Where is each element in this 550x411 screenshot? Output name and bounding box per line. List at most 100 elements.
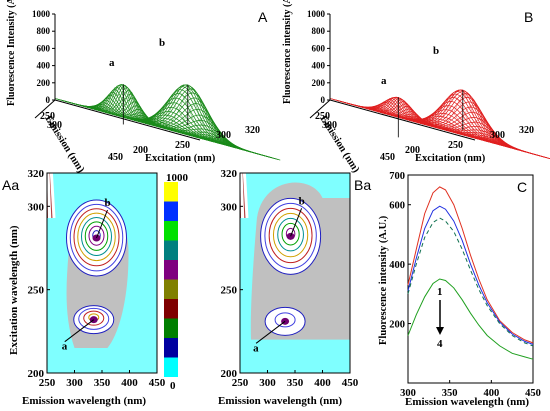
panel-aa-letter: Aa — [2, 177, 19, 193]
surface-mesh-line — [142, 90, 223, 145]
colorbar-segment — [164, 260, 178, 280]
panel-c-x-label: Emission wavelength (nm) — [405, 396, 529, 408]
surface-mesh-line — [409, 105, 490, 143]
colorbar-max-label: 1000 — [166, 172, 189, 184]
panel-a-peak-label-b: b — [159, 37, 165, 49]
peak-pointer-line — [255, 320, 286, 344]
panel-b-surface — [329, 89, 550, 160]
panel-b-x-tick-250: 250 — [448, 140, 463, 151]
panel-b-x-tick-320: 320 — [519, 125, 534, 136]
panel-a-x-tick-250: 250 — [175, 140, 190, 151]
panel-a-x-axis — [54, 99, 201, 141]
x-tick-label: 300 — [66, 377, 83, 389]
panel-b-peak-label-a: a — [381, 75, 387, 87]
panel-c-arrow-head — [436, 327, 444, 335]
surface-mesh-line — [475, 137, 550, 159]
contour-line — [264, 306, 306, 336]
peak-pointer-line — [64, 319, 95, 343]
y-tick-label: 320 — [221, 168, 238, 180]
panel-a-x-tick-300: 300 — [216, 130, 231, 141]
panel-c-y-label: Fluorescence intensity (A.U.) — [378, 215, 389, 345]
panel-a-peak-label-a: a — [109, 57, 115, 69]
surface-mesh-line — [83, 93, 165, 129]
panel-b-y-tick-250: 250 — [315, 111, 330, 122]
scatter-band — [240, 172, 245, 219]
panel-b-y-axis — [309, 99, 331, 119]
panel-c-series — [407, 186, 534, 360]
x-tick-label: 450 — [342, 377, 359, 389]
contour-line — [274, 312, 296, 328]
x-tick-label: 300 — [259, 377, 276, 389]
contour-line — [84, 221, 109, 251]
colorbar-segment — [164, 279, 178, 299]
surface-mesh-line — [163, 101, 244, 151]
colorbar-min-label: 0 — [170, 380, 176, 392]
z-tick-label: 400 — [312, 61, 326, 71]
x-tick-label: 350 — [287, 377, 304, 389]
surface-mesh-line — [438, 104, 519, 151]
y-tick-label: 400 — [389, 260, 405, 271]
panel-ba-letter: Ba — [354, 177, 371, 193]
series-line-4 — [407, 278, 534, 360]
panel-c-annotation-top: 1 — [437, 286, 443, 298]
z-tick-label: 600 — [312, 43, 326, 53]
series-line-3 — [407, 217, 534, 347]
contour-line — [88, 225, 105, 246]
panel-a-surface-plot: 1000 800 600 400 200 0 Fluorescence Intensity… — [6, 0, 281, 175]
panel-b-x-axis — [329, 99, 476, 141]
peak-pointer-line — [96, 209, 108, 239]
z-tick-label: 1000 — [307, 9, 326, 19]
surface-mesh-line — [358, 101, 440, 129]
y-tick-label: 250 — [28, 285, 45, 297]
x-tick-label: 450 — [525, 388, 541, 399]
y-tick-label: 320 — [28, 168, 45, 180]
panel-b-y-tick-300: 300 — [322, 120, 337, 131]
surface-mesh-line — [134, 102, 215, 143]
panel-a-x-tick-320: 320 — [245, 125, 260, 136]
x-tick-label: 450 — [149, 377, 166, 389]
peak-label: b — [105, 197, 111, 209]
x-tick-label: 250 — [39, 377, 56, 389]
z-tick-label: 1000 — [32, 9, 51, 19]
z-tick-label: 800 — [312, 26, 326, 36]
x-tick-label: 350 — [442, 388, 458, 399]
peak-label: a — [253, 342, 259, 354]
panel-b-z-ticks: 1000 800 600 400 200 0 — [307, 9, 330, 105]
z-tick-label: 200 — [37, 78, 51, 88]
panel-aa-x-label: Emission wavelength (nm) — [22, 395, 146, 407]
peak-label: a — [62, 341, 68, 353]
colorbar-segment — [164, 240, 178, 260]
x-tick-label: 250 — [232, 377, 249, 389]
z-tick-label: 0 — [46, 95, 51, 105]
contour-line — [260, 197, 322, 275]
panel-a-x-label: Excitation (nm) — [145, 153, 216, 164]
surface-mesh-line — [200, 137, 281, 161]
y-tick-label: 600 — [389, 201, 405, 212]
z-tick-label: 200 — [312, 78, 326, 88]
panel-ba-x-label: Emission wavelength (nm) — [218, 395, 342, 407]
panel-b-letter: B — [524, 9, 533, 25]
contour-line — [281, 222, 300, 246]
panel-b-x-label: Excitation (nm) — [415, 153, 486, 164]
contour-line — [272, 212, 309, 258]
z-tick-label: 0 — [321, 95, 326, 105]
colorbar-segment — [164, 318, 178, 338]
contour-line — [268, 207, 313, 264]
colorbar-segment — [164, 299, 178, 319]
panel-aa-y-label: Excitation wavelength (nm) — [8, 225, 20, 355]
surface-mesh-line — [105, 111, 186, 135]
y-tick-label: 250 — [221, 285, 238, 297]
panel-b-x-tick-200: 200 — [405, 145, 420, 156]
colorbar-segment — [164, 357, 178, 377]
y-tick-label: 200 — [28, 368, 45, 380]
y-tick-label: 700 — [389, 171, 405, 182]
x-tick-label: 400 — [314, 377, 331, 389]
panel-a-z-label: Fluorescence Intensity (A.U.) — [6, 0, 17, 106]
panel-a-y-axis — [34, 99, 56, 119]
z-tick-label: 400 — [37, 61, 51, 71]
panel-c-annotation-bottom: 4 — [437, 338, 443, 350]
x-tick-label: 300 — [400, 388, 416, 399]
x-tick-label: 400 — [483, 388, 499, 399]
surface-mesh-line — [366, 96, 447, 131]
